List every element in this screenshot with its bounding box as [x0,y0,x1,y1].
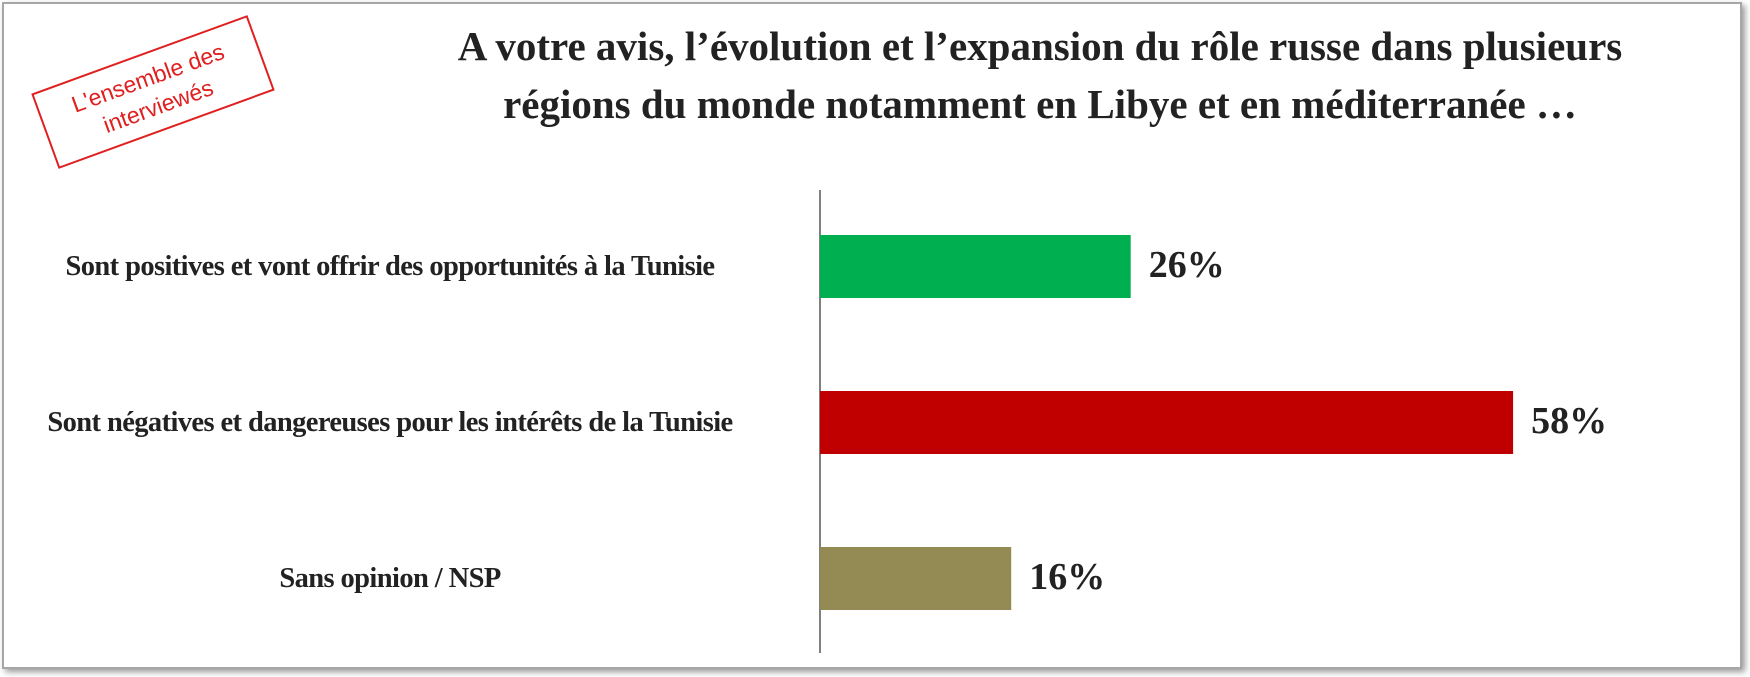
category-label: Sans opinion / NSP [0,527,780,630]
category-label: Sont positives et vont offrir des opport… [0,215,780,318]
value-label: 16% [1029,556,1105,598]
frame [2,2,1742,669]
bar [820,391,1514,454]
title-line: A votre avis, l’évolution et l’expansion… [457,23,1623,69]
category-text: Sans opinion / NSP [279,562,501,594]
value-label: 26% [1149,244,1225,286]
bar [820,235,1131,298]
value-label: 58% [1531,400,1607,442]
bar [820,547,1012,610]
category-text: Sont négatives et dangereuses pour les i… [47,406,733,438]
category-text: Sont positives et vont offrir des opport… [65,250,716,282]
category-label: Sont négatives et dangereuses pour les i… [0,371,780,474]
title-line: régions du monde notamment en Libye et e… [503,81,1577,127]
